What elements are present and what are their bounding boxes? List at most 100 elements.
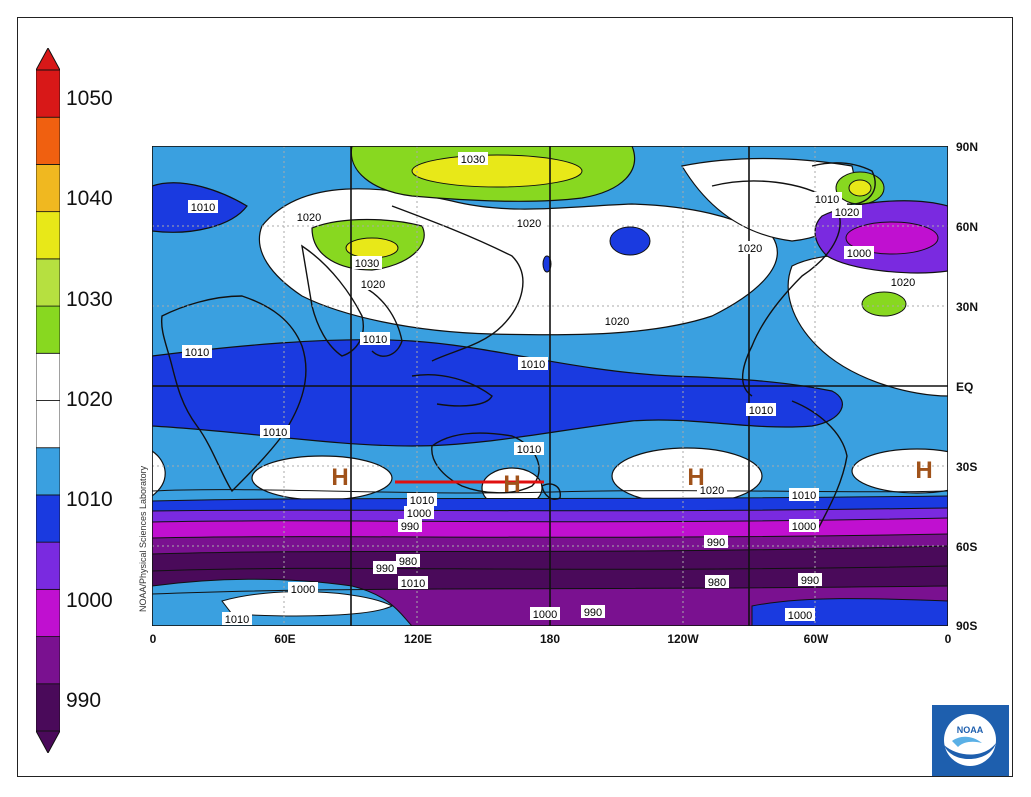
contour-label-text: 1000 [788, 610, 812, 622]
colorbar-segment [36, 683, 60, 732]
high-1040-core [848, 179, 872, 197]
high-1030-region [861, 291, 907, 317]
contour-label: 1020 [888, 275, 918, 289]
contour-label: 990 [373, 561, 397, 575]
colorbar-label: 1020 [66, 388, 113, 411]
contour-label-text: 1010 [410, 495, 434, 507]
contour-label-text: 990 [376, 563, 394, 575]
colorbar-segment [36, 258, 60, 307]
contour-label-text: 1010 [225, 614, 249, 626]
contour-label-text: 1010 [517, 444, 541, 456]
contour-label-text: 1000 [792, 521, 816, 533]
contour-label-text: 1000 [407, 508, 431, 520]
colorbar-segment [36, 211, 60, 260]
high-pressure-marker: H [503, 471, 520, 498]
pressure-map: 1030 1010 1020 1020 1010 1020 1030 1020 … [152, 146, 948, 626]
x-tick-label: 120W [667, 632, 699, 646]
contour-label-text: 980 [399, 556, 417, 568]
contour-label-text: 990 [707, 537, 725, 549]
contour-label: 1010 [188, 200, 218, 214]
noaa-logo: NOAA [932, 705, 1009, 776]
contour-labels: 1030 1010 1020 1020 1010 1020 1030 1020 … [182, 152, 918, 626]
contour-label: 1020 [602, 314, 632, 328]
colorbar-segment [36, 352, 60, 401]
contour-label: 1010 [260, 425, 290, 439]
contour-label: 990 [798, 573, 822, 587]
colorbar-arrow-down [36, 730, 60, 753]
contour-label-text: 1020 [891, 277, 915, 289]
contour-label-text: 1020 [361, 279, 385, 291]
credit-text: NOAA/Physical Sciences Laboratory [138, 465, 148, 612]
colorbar-segment [36, 164, 60, 213]
contour-label-text: 980 [708, 577, 726, 589]
contour-label: 1020 [735, 241, 765, 255]
contour-label-text: 1010 [263, 427, 287, 439]
contour-label: 1010 [789, 488, 819, 502]
contour-label: 980 [705, 575, 729, 589]
y-tick-label: 60S [956, 540, 978, 554]
x-tick-label: 60E [274, 632, 296, 646]
colorbar-label: 1050 [66, 87, 113, 110]
contour-label-text: 990 [584, 607, 602, 619]
contour-label: 1010 [518, 357, 548, 371]
contour-label: 1010 [812, 192, 842, 206]
contour-label: 1020 [514, 216, 544, 230]
y-tick-label: 90N [956, 140, 979, 154]
contour-label-text: 1000 [291, 584, 315, 596]
contour-label: 990 [704, 535, 728, 549]
equatorial-low-band [152, 339, 843, 447]
contour-label: 1020 [832, 205, 862, 219]
contour-label: 1010 [407, 493, 437, 507]
contour-label: 1020 [697, 483, 727, 497]
contour-label: 1010 [222, 612, 252, 626]
contour-label: 1030 [352, 256, 382, 270]
contour-label: 1010 [182, 345, 212, 359]
subtropical-high [851, 448, 948, 494]
contour-label: 1010 [746, 403, 776, 417]
colorbar-segment [36, 541, 60, 590]
contour-label-text: 1030 [355, 258, 379, 270]
contour-label: 1000 [785, 608, 815, 622]
contour-label: 1000 [530, 607, 560, 621]
contour-label: 1030 [458, 152, 488, 166]
x-tick-label: 60W [803, 632, 829, 646]
y-tick-label: 30S [956, 460, 978, 474]
low-pressure-region [542, 255, 552, 273]
contour-label: 1000 [789, 519, 819, 533]
x-tick-label: 180 [539, 632, 561, 646]
contour-label-text: 1020 [297, 212, 321, 224]
antarctic-region [751, 598, 948, 626]
grid-solid [152, 146, 948, 626]
colorbar-segment [36, 400, 60, 449]
contour-label-text: 1030 [461, 154, 485, 166]
contour-label: 1010 [514, 442, 544, 456]
y-tick-label: EQ [956, 380, 974, 394]
contour-label: 1000 [404, 506, 434, 520]
contour-label-text: 1010 [363, 334, 387, 346]
y-tick-label: 90S [956, 619, 978, 633]
colorbar-segment [36, 588, 60, 637]
contour-label: 1010 [398, 576, 428, 590]
colorbar-segment [36, 69, 60, 118]
contour-label-text: 1010 [191, 202, 215, 214]
contour-label-text: 1010 [815, 194, 839, 206]
contour-label-text: 1020 [700, 485, 724, 497]
contour-label-text: 1000 [533, 609, 557, 621]
colorbar-label: 1000 [66, 589, 113, 612]
contour-label-text: 1010 [401, 578, 425, 590]
high-pressure-marker: H [915, 457, 932, 484]
colorbar-segment [36, 636, 60, 685]
y-tick-label: 60N [956, 220, 979, 234]
subtropical-high [251, 455, 393, 501]
colorbar-segment [36, 116, 60, 165]
contour-label-text: 1020 [835, 207, 859, 219]
contour-label: 1020 [358, 277, 388, 291]
contour-label-text: 1000 [847, 248, 871, 260]
colorbar-segment [36, 494, 60, 543]
contour-label-text: 1010 [749, 405, 773, 417]
colorbar-label: 1030 [66, 288, 113, 311]
high-1030-core [345, 237, 399, 259]
contour-label: 990 [398, 519, 422, 533]
contour-label: 980 [396, 554, 420, 568]
low-pressure-region [609, 226, 651, 256]
